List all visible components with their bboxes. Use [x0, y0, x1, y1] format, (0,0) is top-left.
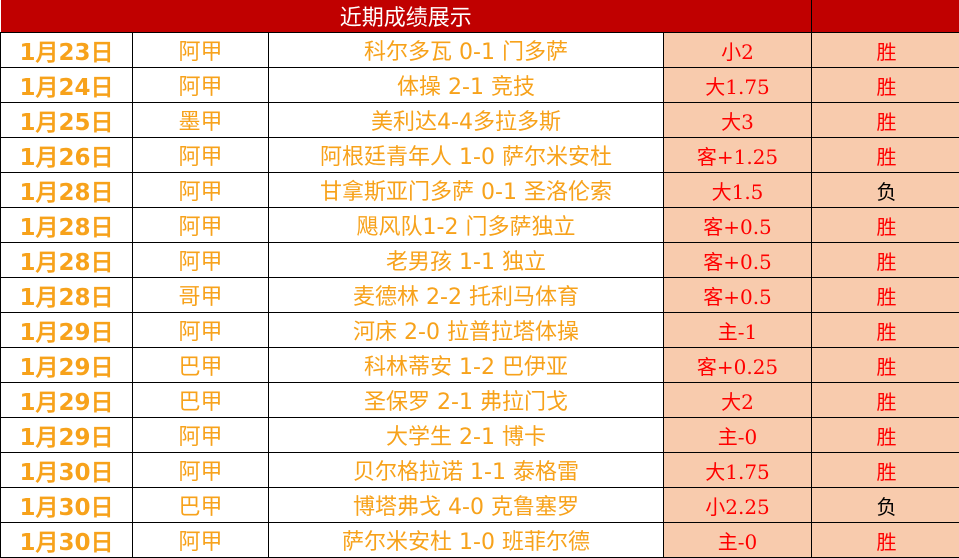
odds-cell: 客+0.5	[662, 207, 813, 243]
league-cell: 阿甲	[132, 242, 269, 278]
league-cell: 阿甲	[132, 522, 269, 558]
result-cell: 胜	[811, 277, 959, 313]
table-row: 1月30日 阿甲 贝尔格拉诺 1-1 泰格雷 大1.75 胜	[0, 452, 959, 488]
match-cell: 体操 2-1 竞技	[268, 67, 664, 103]
league-cell: 巴甲	[132, 347, 269, 383]
league-cell: 阿甲	[132, 137, 269, 173]
table-row: 1月29日 巴甲 科林蒂安 1-2 巴伊亚 客+0.25 胜	[0, 347, 959, 383]
table-row: 1月28日 阿甲 甘拿斯亚门多萨 0-1 圣洛伦索 大1.5 负	[0, 172, 959, 208]
odds-cell: 客+0.25	[662, 347, 813, 383]
header-empty-cell	[811, 0, 959, 33]
date-cell: 1月30日	[0, 522, 133, 558]
match-cell: 阿根廷青年人 1-0 萨尔米安杜	[268, 137, 664, 173]
result-cell: 胜	[811, 207, 959, 243]
league-cell: 阿甲	[132, 417, 269, 453]
table-row: 1月29日 阿甲 大学生 2-1 博卡 主-0 胜	[0, 417, 959, 453]
table-row: 1月26日 阿甲 阿根廷青年人 1-0 萨尔米安杜 客+1.25 胜	[0, 137, 959, 173]
league-cell: 巴甲	[132, 382, 269, 418]
match-cell: 飓风队1-2 门多萨独立	[268, 207, 664, 243]
result-cell: 胜	[811, 417, 959, 453]
league-cell: 阿甲	[132, 452, 269, 488]
result-cell: 胜	[811, 312, 959, 348]
odds-cell: 客+1.25	[662, 137, 813, 173]
odds-cell: 大1.75	[662, 452, 813, 488]
odds-cell: 主-1	[662, 312, 813, 348]
match-cell: 萨尔米安杜 1-0 班菲尔德	[268, 522, 664, 558]
result-cell: 胜	[811, 102, 959, 138]
result-cell: 负	[811, 487, 959, 523]
table-row: 1月28日 阿甲 老男孩 1-1 独立 客+0.5 胜	[0, 242, 959, 278]
date-cell: 1月29日	[0, 382, 133, 418]
league-cell: 墨甲	[132, 102, 269, 138]
date-cell: 1月29日	[0, 417, 133, 453]
date-cell: 1月28日	[0, 172, 133, 208]
league-cell: 巴甲	[132, 487, 269, 523]
match-cell: 大学生 2-1 博卡	[268, 417, 664, 453]
table-row: 1月30日 巴甲 博塔弗戈 4-0 克鲁塞罗 小2.25 负	[0, 487, 959, 523]
league-cell: 阿甲	[132, 172, 269, 208]
match-cell: 贝尔格拉诺 1-1 泰格雷	[268, 452, 664, 488]
result-cell: 胜	[811, 382, 959, 418]
match-cell: 麦德林 2-2 托利马体育	[268, 277, 664, 313]
result-cell: 胜	[811, 137, 959, 173]
header-row: 近期成绩展示	[0, 0, 959, 33]
league-cell: 阿甲	[132, 207, 269, 243]
table-row: 1月29日 阿甲 河床 2-0 拉普拉塔体操 主-1 胜	[0, 312, 959, 348]
result-cell: 胜	[811, 522, 959, 558]
date-cell: 1月28日	[0, 242, 133, 278]
table-row: 1月28日 阿甲 飓风队1-2 门多萨独立 客+0.5 胜	[0, 207, 959, 243]
date-cell: 1月30日	[0, 452, 133, 488]
date-cell: 1月29日	[0, 347, 133, 383]
match-cell: 老男孩 1-1 独立	[268, 242, 664, 278]
result-cell: 负	[811, 172, 959, 208]
table-row: 1月25日 墨甲 美利达4-4多拉多斯 大3 胜	[0, 102, 959, 138]
odds-cell: 大1.75	[662, 67, 813, 103]
date-cell: 1月28日	[0, 207, 133, 243]
odds-cell: 大1.5	[662, 172, 813, 208]
date-cell: 1月24日	[0, 67, 133, 103]
date-cell: 1月26日	[0, 137, 133, 173]
odds-cell: 主-0	[662, 417, 813, 453]
odds-cell: 小2	[662, 32, 813, 68]
odds-cell: 小2.25	[662, 487, 813, 523]
league-cell: 阿甲	[132, 32, 269, 68]
odds-cell: 客+0.5	[662, 277, 813, 313]
date-cell: 1月28日	[0, 277, 133, 313]
odds-cell: 大2	[662, 382, 813, 418]
league-cell: 阿甲	[132, 67, 269, 103]
table-row: 1月28日 哥甲 麦德林 2-2 托利马体育 客+0.5 胜	[0, 277, 959, 313]
league-cell: 哥甲	[132, 277, 269, 313]
date-cell: 1月23日	[0, 32, 133, 68]
table-row: 1月29日 巴甲 圣保罗 2-1 弗拉门戈 大2 胜	[0, 382, 959, 418]
result-cell: 胜	[811, 32, 959, 68]
result-cell: 胜	[811, 67, 959, 103]
date-cell: 1月30日	[0, 487, 133, 523]
table-row: 1月24日 阿甲 体操 2-1 竞技 大1.75 胜	[0, 67, 959, 103]
date-cell: 1月25日	[0, 102, 133, 138]
match-cell: 科林蒂安 1-2 巴伊亚	[268, 347, 664, 383]
result-cell: 胜	[811, 347, 959, 383]
match-cell: 科尔多瓦 0-1 门多萨	[268, 32, 664, 68]
result-cell: 胜	[811, 242, 959, 278]
date-cell: 1月29日	[0, 312, 133, 348]
match-cell: 甘拿斯亚门多萨 0-1 圣洛伦索	[268, 172, 664, 208]
league-cell: 阿甲	[132, 312, 269, 348]
table-row: 1月30日 阿甲 萨尔米安杜 1-0 班菲尔德 主-0 胜	[0, 522, 959, 558]
odds-cell: 主-0	[662, 522, 813, 558]
table-row: 1月23日 阿甲 科尔多瓦 0-1 门多萨 小2 胜	[0, 32, 959, 68]
match-cell: 博塔弗戈 4-0 克鲁塞罗	[268, 487, 664, 523]
result-cell: 胜	[811, 452, 959, 488]
odds-cell: 客+0.5	[662, 242, 813, 278]
table-title: 近期成绩展示	[0, 0, 813, 33]
odds-cell: 大3	[662, 102, 813, 138]
match-cell: 圣保罗 2-1 弗拉门戈	[268, 382, 664, 418]
match-cell: 美利达4-4多拉多斯	[268, 102, 664, 138]
match-cell: 河床 2-0 拉普拉塔体操	[268, 312, 664, 348]
